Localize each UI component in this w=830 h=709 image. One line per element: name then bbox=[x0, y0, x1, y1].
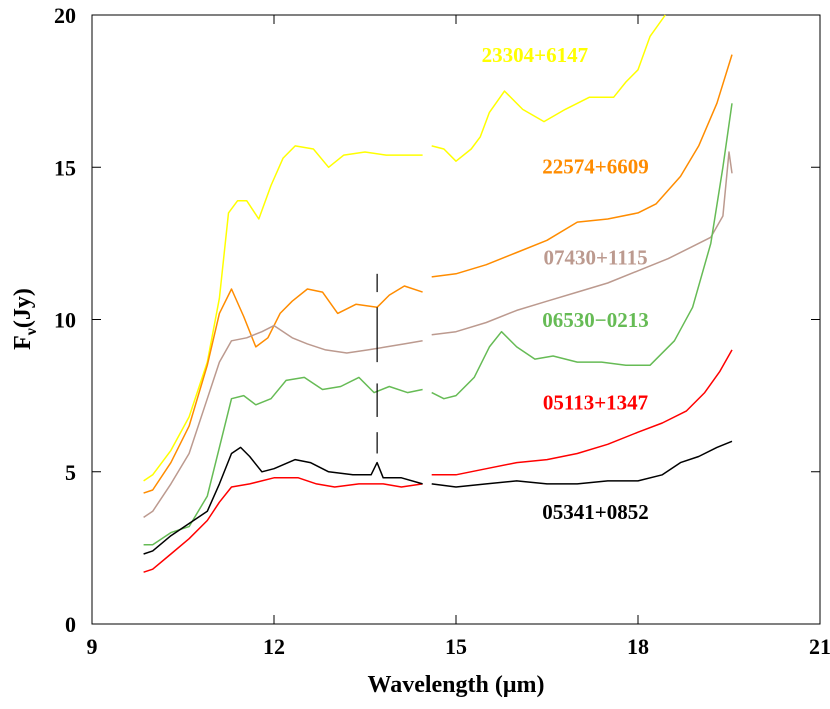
series-label: 23304+6147 bbox=[482, 43, 588, 67]
y-axis-title: Fν(Jy) bbox=[10, 288, 40, 350]
series-label: 07430+1115 bbox=[543, 246, 647, 270]
series-label: 05341+0852 bbox=[542, 500, 648, 524]
series-label: 06530−0213 bbox=[542, 308, 648, 332]
series-label: 22574+6609 bbox=[542, 154, 648, 178]
series-line-06530-0213 bbox=[143, 103, 733, 546]
series-labels: 23304+6147 22574+6609 07430+1115 06530−0213… bbox=[482, 43, 649, 524]
x-tick-label: 15 bbox=[445, 634, 467, 659]
x-tick-label: 9 bbox=[87, 634, 98, 659]
y-tick-label: 20 bbox=[54, 3, 76, 28]
y-tick-label: 10 bbox=[54, 308, 76, 333]
x-tick-label: 21 bbox=[809, 634, 830, 659]
y-tick-label: 5 bbox=[65, 460, 76, 485]
y-tick-label: 15 bbox=[54, 155, 76, 180]
x-axis-title: Wavelength (μm) bbox=[368, 672, 545, 698]
series-line-23304-6147 bbox=[143, 14, 666, 482]
x-tick-label: 18 bbox=[627, 634, 649, 659]
series-line-07430-1115 bbox=[143, 151, 733, 519]
series-line-05113-1347 bbox=[143, 349, 733, 573]
axis-ticks: 9 12 15 18 21 0 5 10 15 20 bbox=[54, 3, 830, 659]
series-label: 05113+1347 bbox=[543, 390, 648, 414]
x-tick-label: 12 bbox=[263, 634, 285, 659]
y-tick-label: 0 bbox=[65, 612, 76, 637]
series-group bbox=[143, 14, 733, 573]
series-line-05341-0852 bbox=[143, 440, 733, 555]
